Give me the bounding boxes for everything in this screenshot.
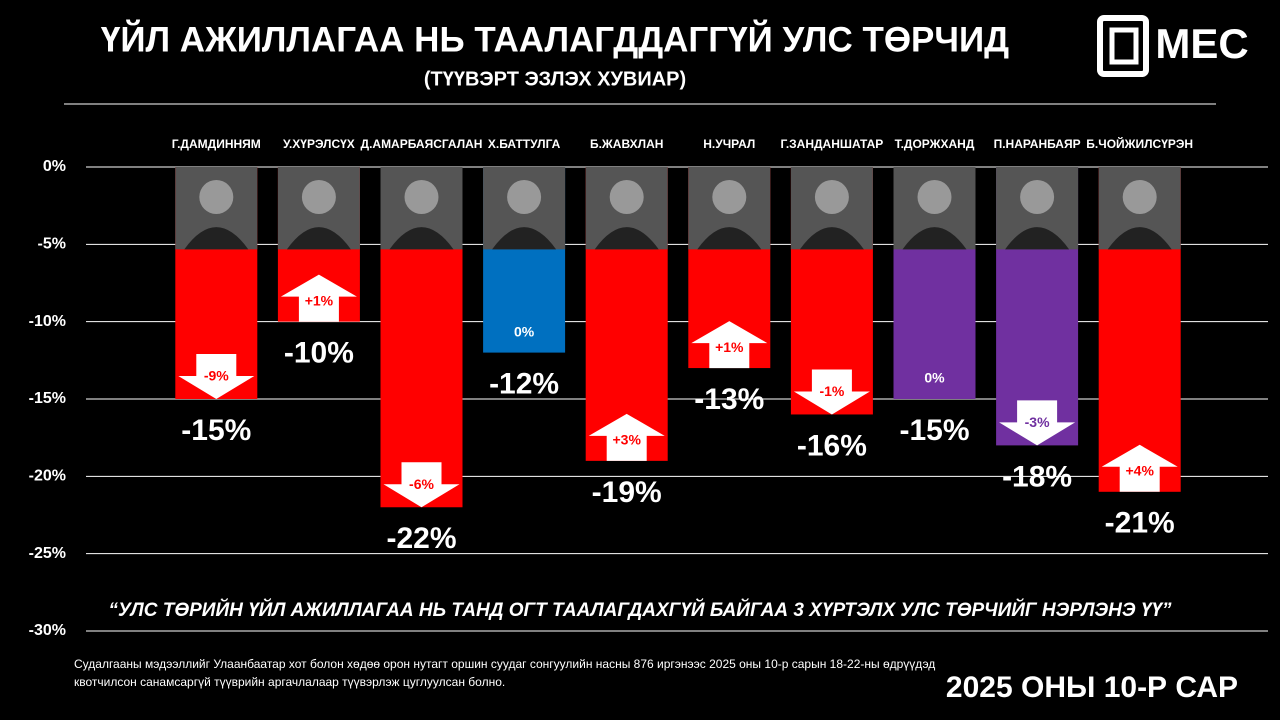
photo-body	[184, 227, 249, 250]
change-label: +3%	[612, 432, 641, 448]
change-label: 0%	[514, 323, 535, 339]
category-label: У.ХҮРЭЛСҮХ	[283, 137, 355, 151]
value-label: -21%	[1105, 507, 1175, 540]
photo-body	[697, 227, 762, 250]
date: 2025 ОНЫ 10-Р САР	[946, 671, 1238, 704]
change-arrow	[178, 354, 255, 399]
value-label: -15%	[181, 414, 251, 447]
change-label: -3%	[1025, 414, 1050, 430]
photo-head	[917, 180, 952, 214]
value-label: -13%	[694, 383, 764, 416]
category-label: Б.ЧОЙЖИЛСҮРЭН	[1086, 136, 1193, 151]
photo-head	[1122, 180, 1157, 214]
category-label: Т.ДОРЖХАНД	[895, 137, 975, 151]
change-label: +4%	[1125, 463, 1154, 479]
photo-body	[1005, 227, 1070, 250]
change-arrow	[999, 400, 1076, 446]
y-tick-label: -20%	[29, 468, 66, 485]
logo: MEC	[1097, 15, 1249, 77]
change-arrow	[588, 413, 665, 461]
photo-head	[1020, 180, 1055, 214]
category-label: Г.ДАМДИННЯМ	[172, 137, 261, 151]
category-label: Д.АМАРБАЯСГАЛАН	[361, 137, 483, 151]
value-label: -15%	[899, 414, 969, 447]
photo-head	[712, 180, 747, 214]
change-arrow	[691, 321, 768, 369]
photo-body	[286, 227, 351, 250]
y-tick-label: -10%	[29, 313, 66, 330]
y-tick-label: -5%	[38, 236, 66, 253]
change-arrow	[383, 462, 460, 508]
photo-head	[609, 180, 644, 214]
chart-title: ҮЙЛ АЖИЛЛАГАА НЬ ТААЛАГДДАГГҮЙ УЛС ТӨРЧИ…	[101, 19, 1009, 59]
change-arrow	[793, 369, 870, 415]
category-label: П.НАРАНБАЯР	[994, 137, 1081, 151]
value-label: -22%	[386, 522, 456, 555]
question: “УЛС ТӨРИЙН ҮЙЛ АЖИЛЛАГАА НЬ ТАНД ОГТ ТА…	[109, 599, 1172, 621]
change-label: +1%	[715, 339, 744, 355]
value-label: -19%	[592, 476, 662, 509]
value-label: -12%	[489, 368, 559, 401]
category-label: Н.УЧРАЛ	[703, 137, 755, 151]
category-label: Г.ЗАНДАНШАТАР	[781, 137, 884, 151]
y-tick-label: 0%	[43, 158, 66, 175]
value-label: -10%	[284, 337, 354, 370]
photo-head	[814, 180, 849, 214]
photo-head	[507, 180, 542, 214]
photo-body	[1107, 227, 1172, 250]
photo-body	[799, 227, 864, 250]
change-label: -9%	[204, 368, 229, 384]
y-tick-label: -15%	[29, 390, 66, 407]
photo-head	[199, 180, 234, 214]
value-label: -18%	[1002, 460, 1072, 493]
photo-body	[902, 227, 967, 250]
category-label: Х.БАТТУЛГА	[488, 137, 561, 151]
logo-text: MEC	[1155, 20, 1248, 67]
chart-subtitle: (ТҮҮВЭРТ ЭЗЛЭХ ХУВИАР)	[424, 68, 686, 90]
photo-head	[404, 180, 439, 214]
change-label: 0%	[924, 370, 945, 386]
photo-body	[492, 227, 557, 250]
footnote: Судалгааны мэдээллийг Улаанбаатар хот бо…	[74, 657, 936, 689]
value-label: -16%	[797, 429, 867, 462]
change-arrow	[280, 274, 357, 322]
y-tick-label: -25%	[29, 545, 66, 562]
photo-body	[594, 227, 659, 250]
change-label: -1%	[819, 383, 844, 399]
photo-head	[301, 180, 336, 214]
change-arrow	[1101, 444, 1178, 492]
photo-body	[389, 227, 454, 250]
change-label: -6%	[409, 476, 434, 492]
change-label: +1%	[305, 292, 334, 308]
category-label: Б.ЖАВХЛАН	[590, 137, 663, 151]
y-tick-label: -30%	[29, 622, 66, 639]
